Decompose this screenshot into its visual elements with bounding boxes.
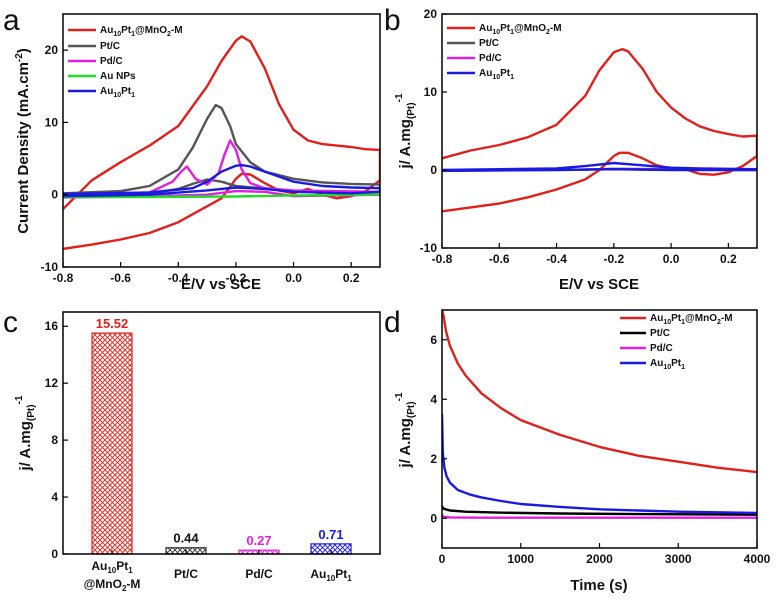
panel-c-xtick-0-line1: Au10Pt1 xyxy=(91,559,133,575)
ytick-label-a: 10 xyxy=(45,115,59,129)
xtick-label-a: 0.0 xyxy=(285,271,302,285)
xtick-label-a: -0.2 xyxy=(226,271,247,285)
series-d-au10pt1-mno2-m xyxy=(442,310,757,474)
xtick-label-d: 3000 xyxy=(665,552,692,566)
series-a-au10pt1-mno2-m xyxy=(63,35,380,251)
panel-d-ylabel: j/ A.mg(Pt)-1 xyxy=(394,392,417,468)
ytick-label-b: 20 xyxy=(424,7,438,21)
panel-c-ylabel: j/ A.mg(Pt)-1 xyxy=(14,395,37,471)
panel-b-xlabel: E/V vs SCE xyxy=(559,276,639,293)
bar-value-label-0: 15.52 xyxy=(96,316,129,331)
bar-value-label-3: 0.71 xyxy=(318,527,343,542)
panel-a-plot xyxy=(63,35,380,251)
xtick-label-a: 0.2 xyxy=(343,271,360,285)
panel-d-legend: Au10Pt1@MnO2-M Pt/C Pd/C Au10Pt1 xyxy=(620,313,733,371)
ytick-label-d: 0 xyxy=(430,511,437,525)
xtick-label-b: -0.2 xyxy=(603,252,624,266)
legend-d-pdc: Pd/C xyxy=(650,343,673,354)
panel-b-ticks: -0.8 -0.6 -0.4 -0.2 0.0 0.2 -10 0 10 20 xyxy=(420,7,737,266)
panel-c-letter: c xyxy=(3,306,18,339)
xtick-label-a: -0.8 xyxy=(53,271,74,285)
series-a-pd-c xyxy=(63,139,380,199)
ytick-label-b: 10 xyxy=(424,85,438,99)
panel-a-letter: a xyxy=(3,4,20,37)
panel-b: b -0.8 -0.6 -0.4 -0.2 0.0 0.2 -10 0 10 20 E/V vs … xyxy=(384,4,758,293)
panel-c-plot: 15.52 0.44 0.27 0.71 xyxy=(91,316,352,555)
ytick-label-a: -10 xyxy=(41,260,59,274)
panel-a-ticks: -0.8 -0.6 -0.4 -0.2 0.0 0.2 -10 0 10 20 xyxy=(41,43,360,285)
legend-a-ptc: Pt/C xyxy=(100,41,120,52)
panel-a-frame xyxy=(62,13,381,268)
legend-a-aunps: Au NPs xyxy=(100,71,136,82)
series-a-au-nps xyxy=(63,193,380,199)
panel-d-plot xyxy=(442,310,757,519)
panel-b-plot xyxy=(442,47,757,213)
xtick-label-d: 2000 xyxy=(586,552,613,566)
bar-value-label-2: 0.27 xyxy=(246,533,271,548)
xtick-label-b: -0.6 xyxy=(489,252,510,266)
series-d-au10pt1 xyxy=(442,414,757,515)
panel-c-xtick-1: Pt/C xyxy=(174,567,198,581)
ytick-label-c: 12 xyxy=(45,376,59,390)
series-a-pt-c xyxy=(63,103,380,199)
panel-c-xticklabels: Au10Pt1 @MnO2-M Pt/C Pd/C Au10Pt1 xyxy=(84,559,353,593)
xtick-label-b: 0.2 xyxy=(720,252,737,266)
legend-d-au10pt1-mno2: Au10Pt1@MnO2-M xyxy=(650,313,733,326)
ytick-label-c: 0 xyxy=(51,547,58,561)
xtick-label-a: -0.4 xyxy=(168,271,189,285)
panel-b-legend: Au10Pt1@MnO2-M Pt/C Pd/C Au10Pt1 xyxy=(447,23,562,81)
panel-b-letter: b xyxy=(384,4,401,37)
legend-b-au10pt1-mno2: Au10Pt1@MnO2-M xyxy=(479,23,562,36)
legend-d-au10pt1: Au10Pt1 xyxy=(650,358,685,371)
panel-a-ylabel: Current Density (mA.cm-2) xyxy=(14,48,32,234)
series-b-au10pt1 xyxy=(442,161,757,172)
panel-d: d 0 1000 2000 3000 4000 0 2 4 6 Time (s) j/ A.mg… xyxy=(384,306,771,594)
xtick-label-b: -0.4 xyxy=(546,252,567,266)
ytick-label-a: 20 xyxy=(45,43,59,57)
series-a-au10pt1 xyxy=(63,163,380,198)
series-d-pd-c xyxy=(442,513,757,519)
panel-a: a -0.8 -0.6 -0.4 -0.2 0.0 0.2 -10 0 10 20 E/V vs … xyxy=(3,4,381,293)
panel-c: c 15.52 0.44 0.27 0.71 0 4 8 12 16 j/ A.mg(Pt)-… xyxy=(3,306,381,593)
ytick-label-c: 8 xyxy=(51,433,58,447)
xtick-label-d: 4000 xyxy=(744,552,771,566)
bar-value-label-1: 0.44 xyxy=(173,531,199,546)
panel-d-ticks: 0 1000 2000 3000 4000 0 2 4 6 xyxy=(430,333,770,566)
xtick-label-a: -0.6 xyxy=(110,271,131,285)
panel-b-frame xyxy=(441,13,758,249)
legend-d-ptc: Pt/C xyxy=(650,328,670,339)
xtick-label-b: -0.8 xyxy=(432,252,453,266)
ytick-label-d: 6 xyxy=(430,333,437,347)
panel-c-xtick-2: Pd/C xyxy=(245,567,273,581)
panel-a-legend: Au10Pt1@MnO2-M Pt/C Pd/C Au NPs Au10Pt1 xyxy=(68,25,183,99)
panel-c-xtick-0-line2: @MnO2-M xyxy=(84,577,141,593)
legend-a-au10pt1-mno2: Au10Pt1@MnO2-M xyxy=(100,25,183,38)
ytick-label-a: 0 xyxy=(51,188,58,202)
panel-c-xtick-3: Au10Pt1 xyxy=(310,567,352,583)
ytick-label-c: 4 xyxy=(51,490,58,504)
xtick-label-b: 0.0 xyxy=(663,252,680,266)
ytick-label-c: 16 xyxy=(45,319,59,333)
panel-c-ticks: 0 4 8 12 16 xyxy=(45,319,332,561)
panel-d-letter: d xyxy=(384,306,401,339)
series-b-au10pt1-mno2-m xyxy=(442,47,757,213)
panel-d-xlabel: Time (s) xyxy=(570,577,627,594)
panel-b-ylabel: j/ A.mg(Pt)-1 xyxy=(394,93,417,169)
legend-b-ptc: Pt/C xyxy=(479,38,499,49)
legend-b-pdc: Pd/C xyxy=(479,53,502,64)
series-d-pt-c xyxy=(442,505,757,516)
legend-a-au10pt1: Au10Pt1 xyxy=(100,86,135,99)
ytick-label-b: 0 xyxy=(430,163,437,177)
ytick-label-d: 2 xyxy=(430,452,437,466)
ytick-label-d: 4 xyxy=(430,392,437,406)
xtick-label-d: 0 xyxy=(439,552,446,566)
legend-b-au10pt1: Au10Pt1 xyxy=(479,68,514,81)
xtick-label-d: 1000 xyxy=(507,552,534,566)
ytick-label-b: -10 xyxy=(420,241,438,255)
panel-c-frame xyxy=(62,311,381,555)
panel-a-xlabel: E/V vs SCE xyxy=(181,276,261,293)
legend-a-pdc: Pd/C xyxy=(100,56,123,67)
bar-0 xyxy=(91,332,133,555)
